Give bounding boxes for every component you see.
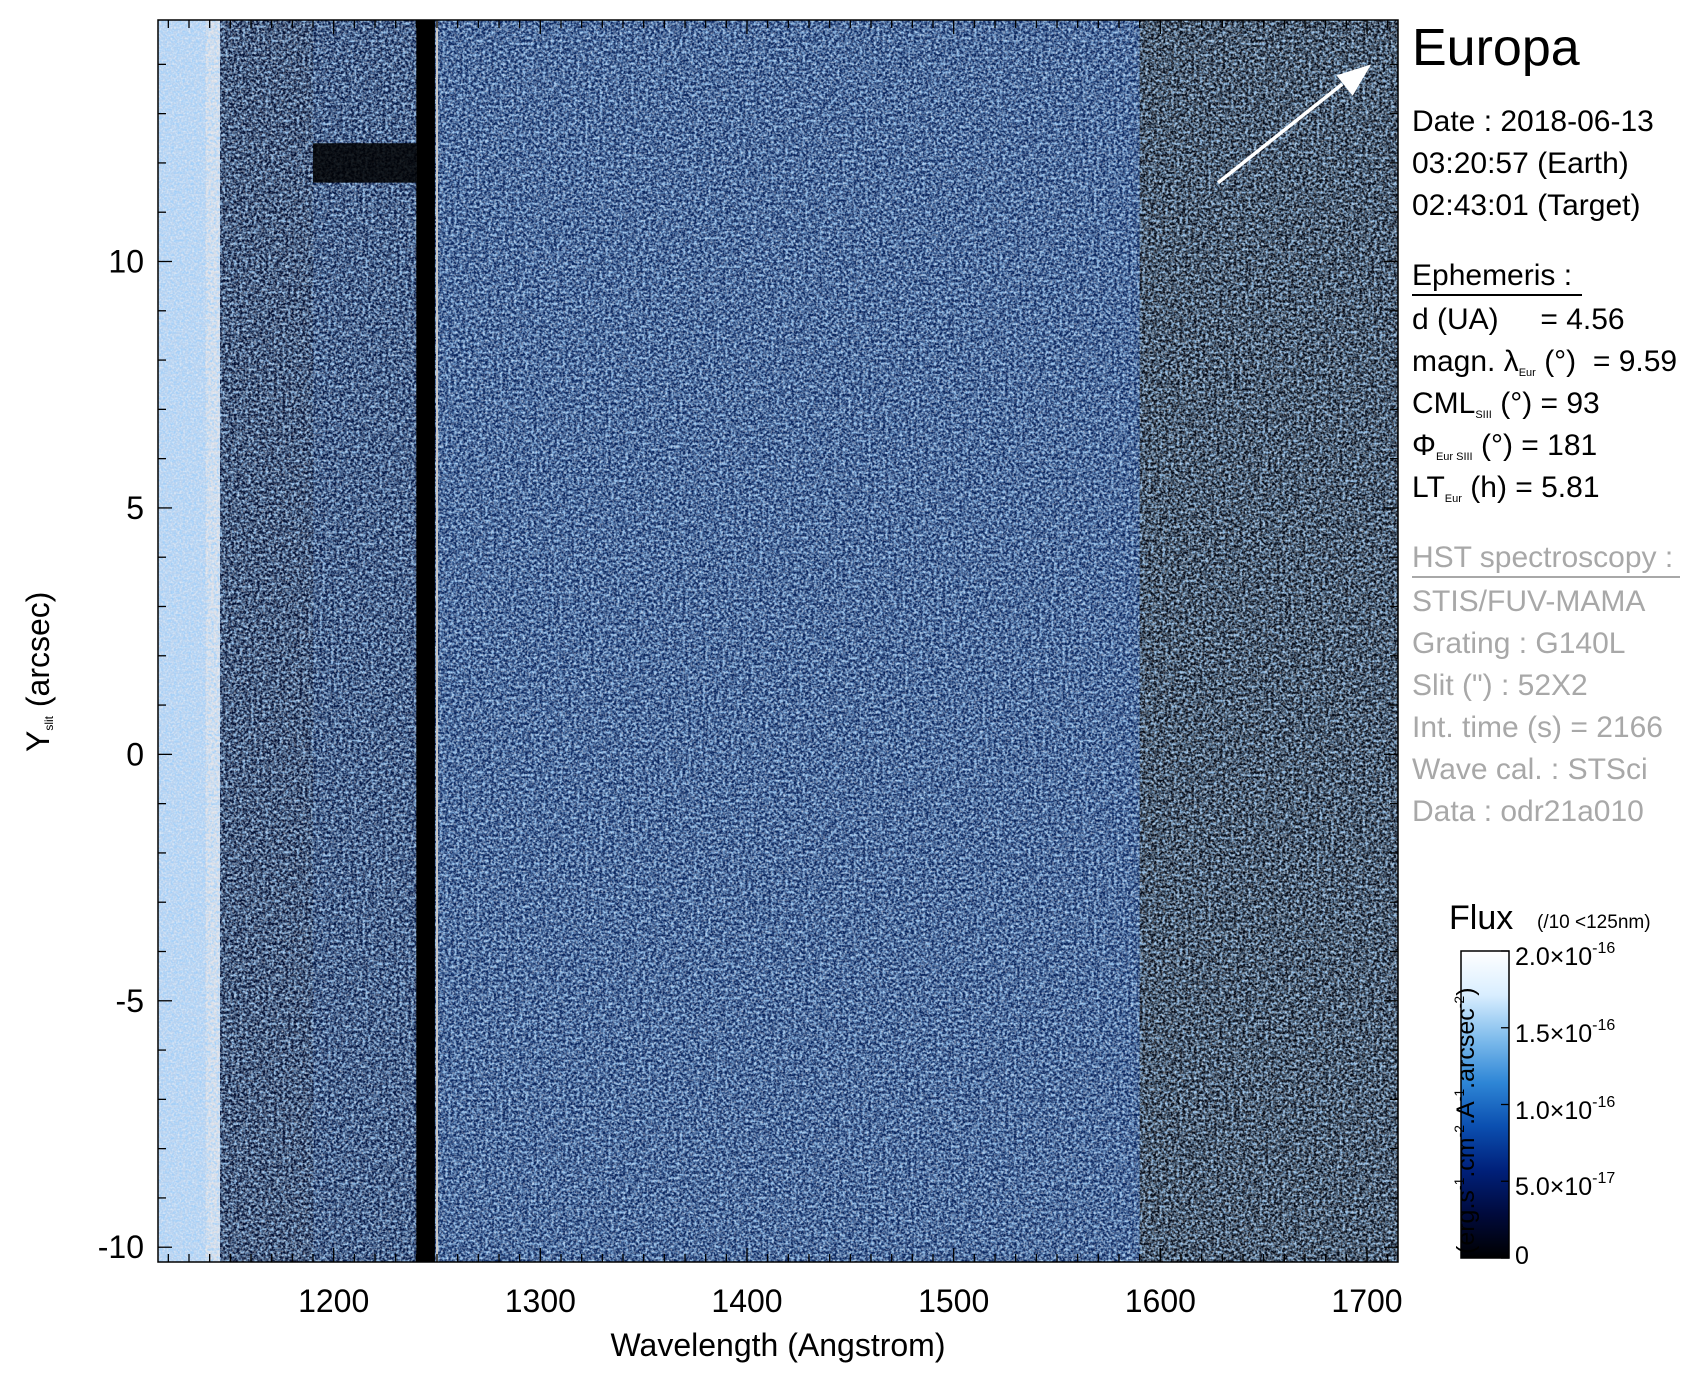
- y-tick-label: 5: [126, 490, 144, 526]
- dark-patch: [313, 143, 417, 183]
- cml-line: CMLSIII (°) = 93: [1412, 387, 1600, 421]
- x-tick-label: 1300: [505, 1283, 576, 1319]
- arrow-head: [1336, 64, 1372, 96]
- phase-line: ΦEur SIII (°) = 181: [1412, 429, 1598, 463]
- y-tick-label: -10: [98, 1229, 144, 1265]
- colorbar-tick-label: 1.0×10-16: [1515, 1093, 1616, 1125]
- hst-underline: [1412, 576, 1680, 578]
- plot-frame: [157, 19, 1399, 1263]
- integration-time-line: Int. time (s) = 2166: [1412, 711, 1663, 744]
- y-tick-label: 0: [126, 736, 144, 772]
- wave-cal-line: Wave cal. : STSci: [1412, 753, 1648, 786]
- local-time-line: LTEur (h) = 5.81: [1412, 471, 1600, 505]
- target-title: Europa: [1412, 19, 1580, 77]
- heatmap-area: [158, 20, 1398, 1262]
- ephemeris-underline: [1412, 294, 1582, 296]
- detector-gap-overlay: [416, 20, 435, 1262]
- colorbar-note: (/10 <125nm): [1537, 912, 1651, 933]
- direction-arrow: [1217, 64, 1372, 185]
- slit-line: Slit (") : 52X2: [1412, 669, 1588, 702]
- arrow-shaft: [1217, 82, 1344, 185]
- y-tick-label: 10: [108, 244, 144, 280]
- colorbar-tick-label: 0: [1515, 1242, 1529, 1270]
- colorbar-units-label: (erg.s-1.cm-2.A-1.arcsec-2): [1451, 987, 1480, 1254]
- data-id-line: Data : odr21a010: [1412, 795, 1644, 828]
- y-axis-title: Yslit (arcsec): [20, 591, 56, 752]
- colorbar: [1460, 950, 1510, 1259]
- colorbar-tick-label: 1.5×10-16: [1515, 1016, 1616, 1048]
- x-tick-label: 1500: [918, 1283, 989, 1319]
- x-axis-title: Wavelength (Angstrom): [611, 1327, 946, 1363]
- magnetic-latitude-line: magn. λEur (°) = 9.59: [1412, 345, 1678, 379]
- instrument-line: STIS/FUV-MAMA: [1412, 585, 1646, 618]
- observation-date: Date : 2018-06-13: [1412, 105, 1654, 138]
- hst-header: HST spectroscopy :: [1412, 541, 1674, 574]
- colorbar-tick-label: 5.0×10-17: [1515, 1170, 1616, 1202]
- white-speckle-layer: [158, 20, 1398, 1262]
- y-tick-label: -5: [116, 983, 144, 1019]
- x-tick-label: 1700: [1331, 1283, 1402, 1319]
- x-tick-label: 1600: [1125, 1283, 1196, 1319]
- earth-time: 03:20:57 (Earth): [1412, 147, 1629, 180]
- colorbar-title: Flux: [1449, 899, 1514, 937]
- target-time: 02:43:01 (Target): [1412, 189, 1641, 222]
- distance-line: d (UA) = 4.56: [1412, 303, 1625, 336]
- x-tick-label: 1400: [711, 1283, 782, 1319]
- ephemeris-header: Ephemeris :: [1412, 259, 1573, 292]
- grating-line: Grating : G140L: [1412, 627, 1626, 660]
- x-tick-label: 1200: [298, 1283, 369, 1319]
- colorbar-tick-label: 2.0×10-16: [1515, 940, 1616, 971]
- plot-axes: 1200 1300 1400 1500 1600 1700 10 5 0 -5 -10 Wavelen…: [98, 19, 1403, 1363]
